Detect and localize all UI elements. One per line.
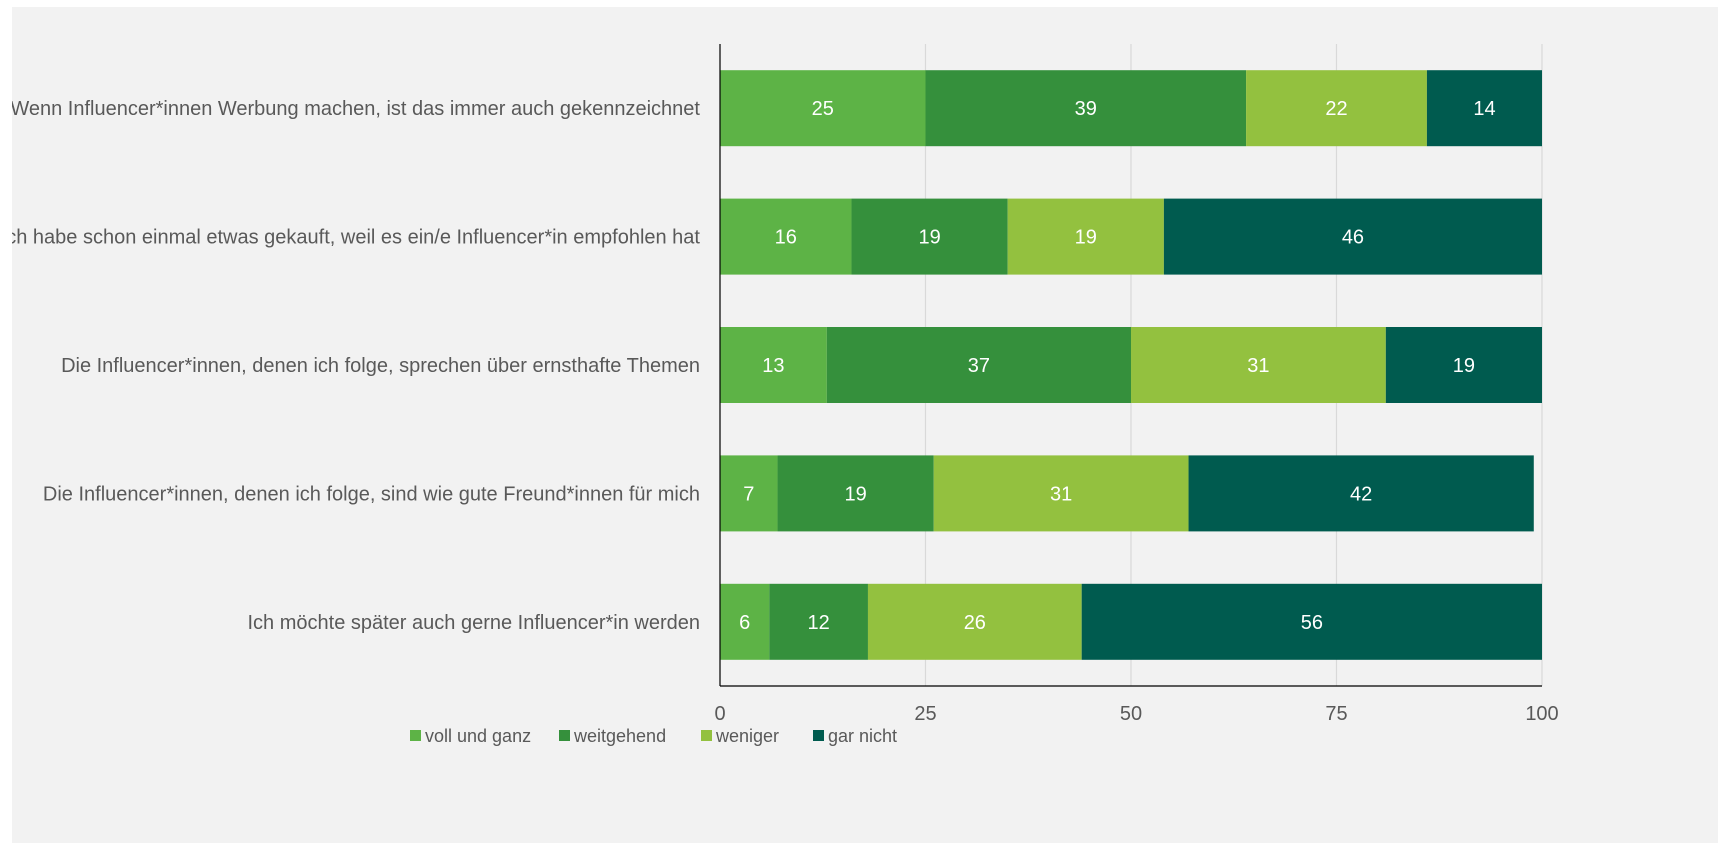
data-label-4-3: 31 <box>1050 483 1072 505</box>
x-tick-label-75: 75 <box>1325 703 1347 725</box>
legend-swatch-2 <box>559 730 570 741</box>
data-label-3-1: 13 <box>762 355 784 377</box>
data-label-1-4: 14 <box>1473 98 1495 120</box>
bar-segment-5-3 <box>867 583 1082 660</box>
legend-swatch-3 <box>701 730 712 741</box>
x-tick-label-25: 25 <box>914 703 936 725</box>
legend-swatch-4 <box>813 730 824 741</box>
data-label-3-4: 19 <box>1453 355 1475 377</box>
legend-label-2: weitgehend <box>573 726 666 746</box>
x-tick-label-0: 0 <box>714 703 725 725</box>
bar-segment-5-4 <box>1081 583 1542 660</box>
category-label-2: Ich habe schon einmal etwas gekauft, wei… <box>12 227 700 249</box>
bar-segment-1-3 <box>1246 70 1427 147</box>
category-label-1: Wenn Influencer*innen Werbung machen, is… <box>12 98 700 120</box>
category-label-3: Die Influencer*innen, denen ich folge, s… <box>61 355 700 377</box>
data-label-4-2: 19 <box>845 483 867 505</box>
data-label-2-2: 19 <box>918 227 940 249</box>
data-label-1-3: 22 <box>1325 98 1347 120</box>
legend-swatch-1 <box>410 730 421 741</box>
stacked-bar-chart: 25 39 22 14 Wenn Influencer*innen Werbung ma… <box>12 44 1559 746</box>
chart-panel: 25 39 22 14 Wenn Influencer*innen Werbung ma… <box>12 7 1718 843</box>
bar-segment-2-4 <box>1163 198 1542 275</box>
bar-segment-1-1 <box>720 70 926 147</box>
data-label-3-3: 31 <box>1247 355 1269 377</box>
data-label-2-1: 16 <box>775 227 797 249</box>
category-label-5: Ich möchte später auch gerne Influencer*… <box>248 612 701 634</box>
bar-segment-5-1 <box>720 583 770 660</box>
bar-segment-4-1 <box>720 455 778 532</box>
bar-segment-3-1 <box>720 327 827 403</box>
bar-segment-2-3 <box>1007 198 1164 275</box>
bar-segment-2-2 <box>851 198 1008 275</box>
x-tick-label-100: 100 <box>1525 703 1558 725</box>
category-label-4: Die Influencer*innen, denen ich folge, s… <box>43 483 700 505</box>
data-label-5-3: 26 <box>964 612 986 634</box>
data-label-4-1: 7 <box>743 483 754 505</box>
legend-label-1: voll und ganz <box>425 726 531 746</box>
data-label-5-1: 6 <box>739 612 750 634</box>
data-label-3-2: 37 <box>968 355 990 377</box>
data-label-5-2: 12 <box>808 612 830 634</box>
bar-segment-1-4 <box>1426 70 1542 147</box>
data-label-2-3: 19 <box>1075 227 1097 249</box>
legend-label-3: weniger <box>715 726 779 746</box>
data-label-2-4: 46 <box>1342 227 1364 249</box>
bar-segment-3-3 <box>1131 327 1386 403</box>
data-label-1-1: 25 <box>812 98 834 120</box>
bar-segment-1-2 <box>925 70 1247 147</box>
bar-segment-3-2 <box>826 327 1131 403</box>
bar-segment-4-4 <box>1188 455 1534 532</box>
bar-segment-3-4 <box>1385 327 1542 403</box>
bar-segment-5-2 <box>769 583 868 660</box>
bar-segment-4-2 <box>777 455 934 532</box>
data-label-4-4: 42 <box>1350 483 1372 505</box>
bar-segment-2-1 <box>720 198 852 275</box>
x-tick-label-50: 50 <box>1120 703 1142 725</box>
bar-segment-4-3 <box>933 455 1189 532</box>
legend-label-4: gar nicht <box>828 726 897 746</box>
data-label-1-2: 39 <box>1075 98 1097 120</box>
data-label-5-4: 56 <box>1301 612 1323 634</box>
